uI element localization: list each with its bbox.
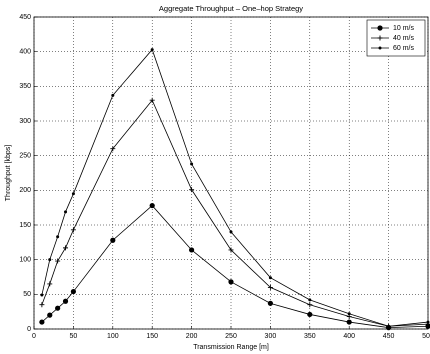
marker xyxy=(39,302,45,308)
marker xyxy=(150,48,154,52)
y-tick-label: 300 xyxy=(19,118,31,125)
y-tick-label: 200 xyxy=(19,187,31,194)
marker xyxy=(55,258,61,264)
x-tick-label: 450 xyxy=(383,333,395,340)
series-line xyxy=(41,99,429,327)
marker xyxy=(307,302,313,308)
marker xyxy=(62,298,69,304)
marker xyxy=(267,300,273,306)
marker xyxy=(228,247,234,253)
x-tick-label: 500 xyxy=(422,333,430,340)
y-tick-label: 0 xyxy=(27,326,31,333)
legend-label: 10 m/s xyxy=(393,25,415,32)
marker xyxy=(40,293,44,297)
legend-label: 60 m/s xyxy=(393,45,415,52)
marker xyxy=(377,25,383,31)
marker xyxy=(347,312,351,316)
marker xyxy=(48,258,52,262)
series-line xyxy=(41,48,429,327)
x-tick-label: 400 xyxy=(343,333,355,340)
marker xyxy=(64,210,68,214)
x-tick-label: 100 xyxy=(107,333,119,340)
y-tick-label: 450 xyxy=(19,14,31,21)
marker xyxy=(111,93,115,97)
marker xyxy=(190,162,194,166)
x-tick-label: 150 xyxy=(146,333,158,340)
marker xyxy=(378,46,382,50)
marker xyxy=(189,187,195,193)
y-tick-label: 400 xyxy=(19,49,31,56)
marker xyxy=(426,320,430,324)
marker xyxy=(70,227,76,233)
x-tick-label: 0 xyxy=(32,333,36,340)
marker xyxy=(149,97,155,103)
x-tick-label: 50 xyxy=(70,333,78,340)
marker xyxy=(267,284,273,290)
marker xyxy=(308,298,312,302)
marker xyxy=(268,276,272,280)
y-tick-label: 100 xyxy=(19,257,31,264)
marker xyxy=(377,35,383,41)
marker xyxy=(47,281,53,287)
marker xyxy=(55,305,61,311)
legend-label: 40 m/s xyxy=(393,35,415,42)
marker xyxy=(110,237,116,243)
x-tick-label: 300 xyxy=(265,333,277,340)
x-tick-label: 250 xyxy=(225,333,237,340)
x-tick-label: 200 xyxy=(186,333,198,340)
marker xyxy=(63,245,69,251)
marker xyxy=(387,324,391,328)
marker xyxy=(307,311,313,318)
chart-title: Aggregate Throughput – One–hop Strategy xyxy=(159,4,303,13)
marker xyxy=(149,202,155,209)
marker xyxy=(70,288,76,295)
y-tick-label: 250 xyxy=(19,153,31,160)
marker xyxy=(56,235,60,239)
y-axis-label: Throughput [kbps] xyxy=(5,145,12,201)
marker xyxy=(229,230,233,234)
y-tick-label: 350 xyxy=(19,83,31,90)
marker xyxy=(39,319,45,325)
y-tick-label: 150 xyxy=(19,222,31,229)
legend-box xyxy=(366,19,426,57)
marker xyxy=(47,312,53,318)
y-tick-label: 50 xyxy=(23,291,31,298)
x-axis-label: Transmission Range [m] xyxy=(193,344,269,351)
marker xyxy=(110,146,116,152)
marker xyxy=(71,192,75,196)
marker xyxy=(189,247,195,253)
marker xyxy=(346,319,352,325)
marker xyxy=(228,279,234,285)
x-tick-label: 350 xyxy=(304,333,316,340)
